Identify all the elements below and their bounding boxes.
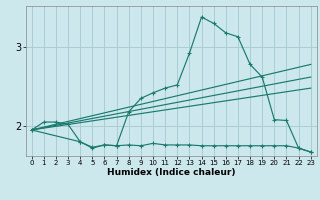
X-axis label: Humidex (Indice chaleur): Humidex (Indice chaleur) [107,168,236,177]
